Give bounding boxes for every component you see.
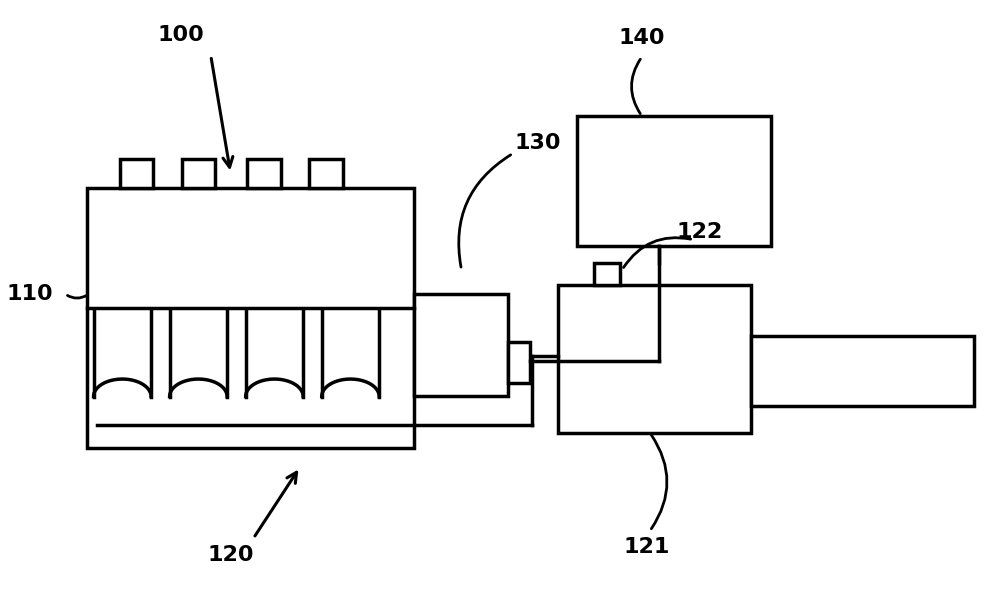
Text: 130: 130 — [515, 133, 561, 153]
Bar — [182, 159, 215, 188]
Bar — [558, 285, 751, 433]
Bar — [414, 294, 508, 396]
Bar — [594, 263, 620, 285]
Bar — [120, 159, 153, 188]
Bar — [508, 342, 530, 382]
Bar — [577, 116, 771, 245]
Bar — [247, 159, 281, 188]
Bar — [309, 159, 343, 188]
Text: 122: 122 — [676, 222, 722, 242]
Text: 140: 140 — [619, 28, 665, 48]
Text: 120: 120 — [207, 545, 254, 565]
Bar — [87, 188, 414, 448]
Text: 110: 110 — [6, 284, 53, 304]
Text: 121: 121 — [624, 538, 670, 558]
Text: 100: 100 — [158, 25, 204, 45]
Bar — [751, 336, 974, 405]
